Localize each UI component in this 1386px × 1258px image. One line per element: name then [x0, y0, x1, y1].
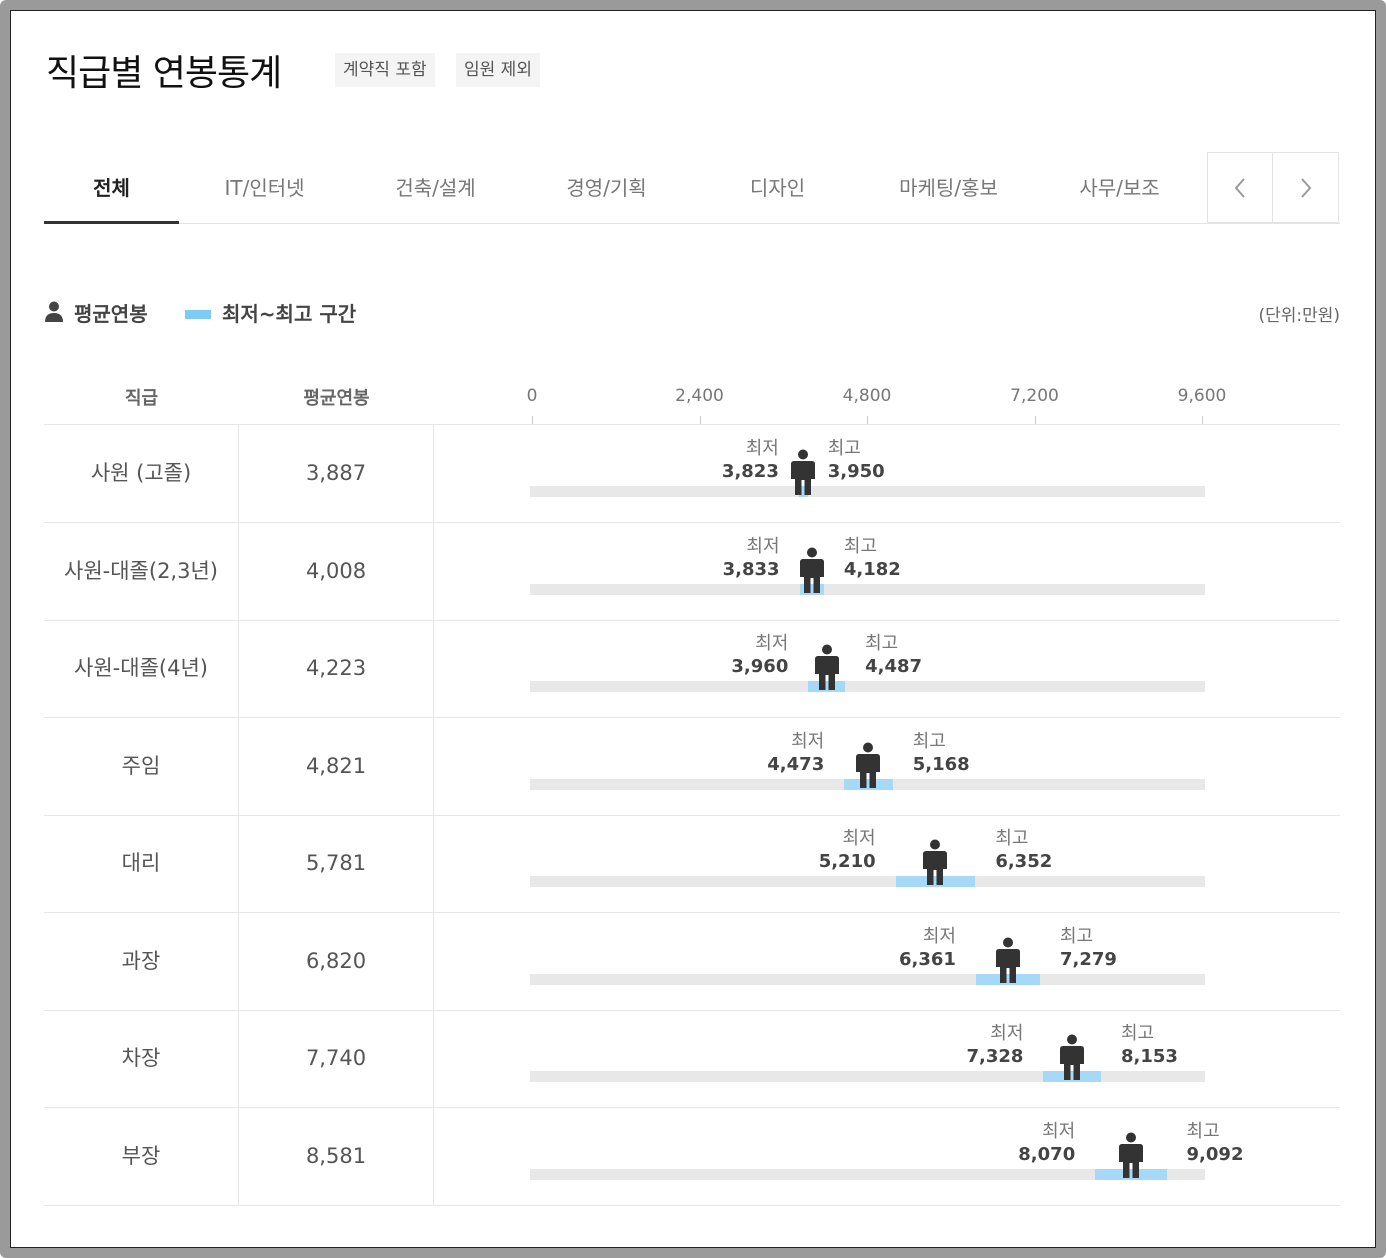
- min-salary-label: 최저 4,473: [767, 730, 825, 775]
- avg-salary-person-icon: [813, 644, 841, 692]
- table-row: 사원-대졸(2,3년) 4,008 최저 3,833 최고 4,182: [44, 522, 1340, 621]
- grade-cell: 과장: [44, 912, 239, 1010]
- salary-range-bar: [975, 973, 1040, 985]
- tab-design[interactable]: 디자인: [749, 176, 806, 200]
- range-track: [530, 973, 1205, 985]
- salary-range-bar: [1095, 1168, 1167, 1180]
- category-tabs: 전체 IT/인터넷 건축/설계 경영/기획 디자인 마케팅/홍보 사무/보조: [44, 152, 1340, 224]
- salary-range-bar: [1043, 1071, 1101, 1082]
- salary-range-bar: [808, 681, 846, 692]
- badge-contract-included: 계약직 포함: [335, 53, 435, 87]
- avg-salary-person-icon: [798, 547, 826, 595]
- grade-cell: 사원-대졸(2,3년): [44, 522, 239, 620]
- tab-prev-button[interactable]: [1207, 152, 1273, 223]
- header-grade: 직급: [124, 388, 159, 409]
- avg-salary-person-icon: [994, 937, 1022, 985]
- grade-cell: 주임: [44, 717, 239, 815]
- axis-tick-label: 9,600: [1177, 386, 1227, 406]
- table-row: 사원-대졸(4년) 4,223 최저 3,960 최고 4,487: [44, 620, 1340, 718]
- avg-salary-cell: 4,821: [239, 717, 434, 815]
- axis-tick: [699, 416, 701, 424]
- table-row: 주임 4,821 최저 4,473 최고 5,168: [44, 717, 1340, 816]
- avg-salary-cell: 7,740: [239, 1010, 434, 1107]
- table-row: 차장 7,740 최저 7,328 최고 8,153: [44, 1010, 1340, 1108]
- tab-all[interactable]: 전체: [44, 152, 179, 224]
- range-track: [530, 681, 1205, 692]
- axis-tick-label: 7,200: [1010, 386, 1059, 406]
- legend-avg-label: 평균연봉: [74, 302, 148, 326]
- avg-salary-person-icon: [789, 449, 817, 497]
- chevron-right-icon: [1300, 177, 1311, 198]
- axis-tick-label: 4,800: [842, 386, 892, 406]
- tab-next-button[interactable]: [1273, 152, 1339, 223]
- unit-label: (단위:만원): [1258, 306, 1340, 326]
- avg-salary-cell: 4,223: [239, 620, 434, 717]
- chevron-left-icon: [1234, 177, 1245, 198]
- range-track: [530, 583, 1205, 595]
- avg-salary-cell: 8,581: [239, 1107, 434, 1205]
- avg-salary-cell: 4,008: [239, 522, 434, 620]
- range-track: [530, 876, 1205, 887]
- grade-cell: 부장: [44, 1107, 239, 1205]
- salary-range-bar: [895, 876, 976, 887]
- min-salary-label: 최저 3,823: [721, 438, 779, 482]
- avg-salary-person-icon: [1117, 1132, 1145, 1180]
- tab-office[interactable]: 사무/보조: [1079, 176, 1160, 200]
- axis-tick-label: 2,400: [675, 386, 724, 406]
- badge-exec-excluded: 임원 제외: [456, 53, 540, 87]
- axis-tick: [1034, 416, 1036, 424]
- legend-range-swatch: [185, 310, 211, 319]
- range-track: [530, 1168, 1205, 1180]
- salary-range-bar: [798, 486, 808, 497]
- grade-cell: 사원-대졸(4년): [44, 620, 239, 717]
- tab-architecture[interactable]: 건축/설계: [395, 176, 476, 200]
- avg-salary-person-icon: [854, 742, 882, 790]
- page-title: 직급별 연봉통계: [46, 53, 282, 94]
- header-avg: 평균연봉: [303, 388, 370, 409]
- table-row: 부장 8,581 최저 8,070 최고 9,092: [44, 1107, 1340, 1206]
- min-salary-label: 최저 7,328: [966, 1023, 1024, 1067]
- max-salary-label: 최고 7,279: [1060, 925, 1117, 970]
- axis-tick: [1202, 416, 1203, 424]
- max-salary-label: 최고 3,950: [827, 438, 885, 482]
- avg-salary-cell: 6,820: [239, 912, 434, 1010]
- min-salary-label: 최저 6,361: [899, 925, 956, 970]
- grade-cell: 차장: [44, 1010, 239, 1107]
- salary-range-bar: [799, 583, 824, 595]
- grade-cell: 사원 (고졸): [44, 425, 239, 522]
- table-row: 대리 5,781 최저 5,210 최고 6,352: [44, 815, 1340, 913]
- axis-tick: [532, 416, 533, 424]
- axis-tick-label: 0: [526, 386, 538, 406]
- tab-marketing[interactable]: 마케팅/홍보: [899, 176, 998, 200]
- max-salary-label: 최고 4,487: [865, 633, 923, 677]
- max-salary-label: 최고 4,182: [843, 535, 901, 580]
- table-header: 직급 평균연봉 0 2,400 4,800 7,200 9,600: [44, 380, 1340, 425]
- avg-salary-cell: 5,781: [239, 815, 434, 912]
- max-salary-label: 최고 9,092: [1186, 1120, 1244, 1165]
- min-salary-label: 최저 3,833: [722, 535, 780, 580]
- max-salary-label: 최고 8,153: [1120, 1023, 1178, 1067]
- tab-it-internet[interactable]: IT/인터넷: [224, 176, 305, 200]
- range-track: [530, 486, 1205, 497]
- salary-range-bar: [844, 778, 893, 790]
- axis-tick: [867, 416, 868, 424]
- legend-range-label: 최저~최고 구간: [222, 302, 357, 326]
- min-salary-label: 최저 8,070: [1018, 1120, 1076, 1165]
- max-salary-label: 최고 6,352: [995, 828, 1053, 872]
- min-salary-label: 최저 3,960: [731, 633, 789, 677]
- range-track: [530, 1071, 1205, 1082]
- avg-salary-person-icon: [1058, 1034, 1086, 1082]
- min-salary-label: 최저 5,210: [818, 828, 876, 872]
- tab-management[interactable]: 경영/기획: [566, 176, 647, 200]
- avg-salary-cell: 3,887: [239, 425, 434, 522]
- table-row: 사원 (고졸) 3,887 최저 3,823 최고 3,950: [44, 425, 1340, 523]
- grade-cell: 대리: [44, 815, 239, 912]
- table-row: 과장 6,820 최저 6,361 최고 7,279: [44, 912, 1340, 1011]
- max-salary-label: 최고 5,168: [912, 730, 970, 775]
- avg-salary-person-icon: [921, 839, 949, 887]
- person-icon: [45, 301, 63, 322]
